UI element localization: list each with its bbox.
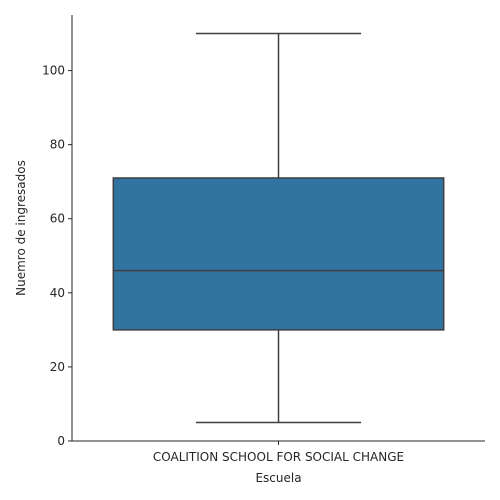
- plot-area: [112, 32, 445, 424]
- y-axis-label: Nuemro de ingresados: [14, 160, 28, 296]
- y-tick-label: 0: [57, 434, 65, 448]
- y-tick-label: 100: [42, 64, 65, 78]
- y-axis-ticks: 0 20 40 60 80 100: [42, 64, 72, 448]
- y-tick-label: 60: [50, 212, 65, 226]
- iqr-box: [112, 177, 445, 331]
- x-axis-ticks: COALITION SCHOOL FOR SOCIAL CHANGE: [153, 441, 404, 464]
- y-tick-label: 80: [50, 138, 65, 152]
- y-tick-label: 40: [50, 286, 65, 300]
- x-axis-label: Escuela: [255, 471, 301, 485]
- y-tick-label: 20: [50, 360, 65, 374]
- x-tick-label: COALITION SCHOOL FOR SOCIAL CHANGE: [153, 450, 404, 464]
